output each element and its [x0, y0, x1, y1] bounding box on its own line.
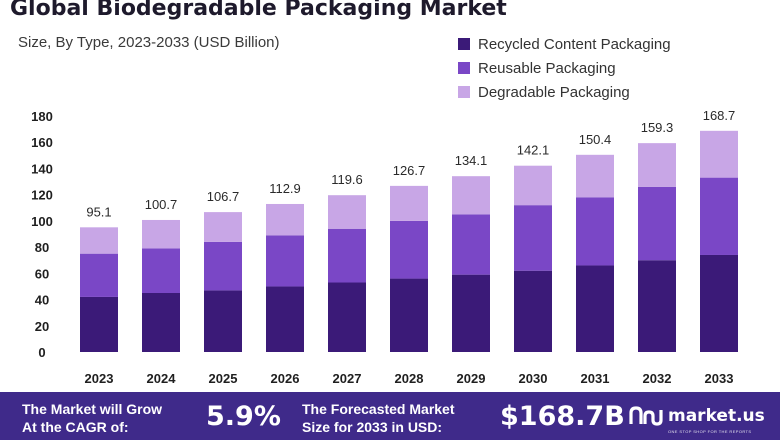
- bar-segment-reusable-packaging: [328, 228, 366, 283]
- legend-item-reusable: Reusable Packaging: [458, 56, 671, 80]
- y-tick-label: 0: [38, 345, 45, 360]
- y-tick-label: 120: [31, 188, 53, 203]
- summary-banner: The Market will Grow At the CAGR of: 5.9…: [0, 392, 780, 440]
- chart-subtitle: Size, By Type, 2023-2033 (USD Billion): [18, 34, 280, 51]
- x-tick-label: 2030: [519, 371, 548, 386]
- data-label-total: 95.1: [86, 204, 111, 219]
- chart-title: Global Biodegradable Packaging Market: [10, 0, 507, 21]
- x-tick-label: 2024: [147, 371, 177, 386]
- legend-label-degradable: Degradable Packaging: [478, 83, 630, 101]
- bar-segment-recycled-content-packaging: [700, 254, 738, 352]
- x-tick-label: 2028: [395, 371, 424, 386]
- bar-segment-degradable-packaging: [576, 154, 614, 198]
- bar-segment-reusable-packaging: [514, 205, 552, 271]
- bar-segment-degradable-packaging: [700, 130, 738, 178]
- data-label-total: 119.6: [331, 172, 363, 187]
- bar-chart: 0 20 40 60 80 100 120 140 160 180 95.1 2023 100.7 202…: [31, 108, 738, 386]
- x-tick-label: 2023: [85, 371, 114, 386]
- bar-segment-degradable-packaging: [328, 195, 366, 229]
- data-label-total: 106.7: [207, 189, 240, 204]
- bar-segment-reusable-packaging: [80, 253, 118, 297]
- bar-segment-reusable-packaging: [638, 186, 676, 261]
- data-label-total: 150.4: [579, 132, 612, 147]
- bar-segment-reusable-packaging: [576, 197, 614, 266]
- data-label-total: 112.9: [269, 181, 301, 196]
- bar-segment-degradable-packaging: [204, 212, 242, 242]
- y-tick-label: 160: [31, 135, 53, 150]
- legend-swatch-recycled: [458, 38, 470, 50]
- legend-label-recycled: Recycled Content Packaging: [478, 35, 671, 53]
- forecast-value: $168.7B: [500, 401, 625, 432]
- bar-segment-recycled-content-packaging: [390, 278, 428, 352]
- x-tick-label: 2027: [333, 371, 362, 386]
- cagr-value: 5.9%: [206, 401, 281, 432]
- legend-label-reusable: Reusable Packaging: [478, 59, 616, 77]
- data-label-total: 168.7: [703, 108, 736, 123]
- brand-tagline: ONE STOP SHOP FOR THE REPORTS: [668, 429, 752, 434]
- bar-segment-recycled-content-packaging: [266, 286, 304, 352]
- bar-segment-degradable-packaging: [514, 165, 552, 206]
- market-us-logo-icon: [629, 406, 663, 426]
- y-tick-label: 40: [35, 293, 49, 308]
- bar-segment-degradable-packaging: [266, 203, 304, 236]
- brand-logo: market.us: [628, 404, 765, 428]
- y-tick-label: 80: [35, 240, 49, 255]
- bar-segment-degradable-packaging: [142, 219, 180, 249]
- bar-segment-reusable-packaging: [204, 241, 242, 291]
- forecast-caption: The Forecasted Market Size for 2033 in U…: [302, 400, 455, 436]
- x-tick-label: 2032: [643, 371, 672, 386]
- legend-item-recycled: Recycled Content Packaging: [458, 32, 671, 56]
- bar-segment-reusable-packaging: [266, 235, 304, 287]
- data-label-total: 142.1: [517, 143, 550, 158]
- bar-segment-reusable-packaging: [700, 177, 738, 255]
- bar-segment-recycled-content-packaging: [514, 270, 552, 352]
- bar-segment-degradable-packaging: [638, 143, 676, 187]
- brand-name: market.us: [668, 406, 765, 426]
- data-label-total: 134.1: [455, 153, 488, 168]
- forecast-caption-line1: The Forecasted Market: [302, 401, 455, 417]
- data-label-total: 159.3: [641, 120, 674, 135]
- cagr-caption-line1: The Market will Grow: [22, 401, 163, 417]
- data-label-total: 126.7: [393, 163, 426, 178]
- legend-swatch-reusable: [458, 62, 470, 74]
- bar-segment-recycled-content-packaging: [638, 260, 676, 352]
- bar-segment-recycled-content-packaging: [452, 274, 490, 352]
- x-tick-label: 2031: [581, 371, 610, 386]
- x-tick-label: 2033: [705, 371, 734, 386]
- y-tick-label: 140: [31, 161, 53, 176]
- cagr-caption: The Market will Grow At the CAGR of:: [22, 400, 162, 436]
- forecast-caption-line2: Size for 2033 in USD:: [302, 419, 443, 435]
- bar-segment-degradable-packaging: [390, 185, 428, 221]
- data-label-total: 100.7: [145, 197, 178, 212]
- bar-segment-recycled-content-packaging: [576, 265, 614, 352]
- bar-segment-degradable-packaging: [80, 227, 118, 254]
- bar-segment-reusable-packaging: [452, 214, 490, 275]
- x-tick-label: 2026: [271, 371, 300, 386]
- cagr-caption-line2: At the CAGR of:: [22, 419, 129, 435]
- legend-swatch-degradable: [458, 86, 470, 98]
- bar-segment-reusable-packaging: [142, 248, 180, 293]
- x-tick-label: 2029: [457, 371, 486, 386]
- y-tick-label: 20: [35, 319, 49, 334]
- bar-segment-degradable-packaging: [452, 176, 490, 215]
- bar-segment-recycled-content-packaging: [328, 282, 366, 352]
- legend-item-degradable: Degradable Packaging: [458, 80, 671, 104]
- legend: Recycled Content Packaging Reusable Pack…: [458, 32, 671, 104]
- bar-segment-recycled-content-packaging: [80, 296, 118, 352]
- bar-segment-reusable-packaging: [390, 220, 428, 279]
- y-tick-label: 60: [35, 266, 49, 281]
- bar-segment-recycled-content-packaging: [204, 290, 242, 352]
- bar-segment-recycled-content-packaging: [142, 293, 180, 352]
- y-tick-label: 100: [31, 214, 53, 229]
- y-tick-label: 180: [31, 109, 53, 124]
- x-tick-label: 2025: [209, 371, 238, 386]
